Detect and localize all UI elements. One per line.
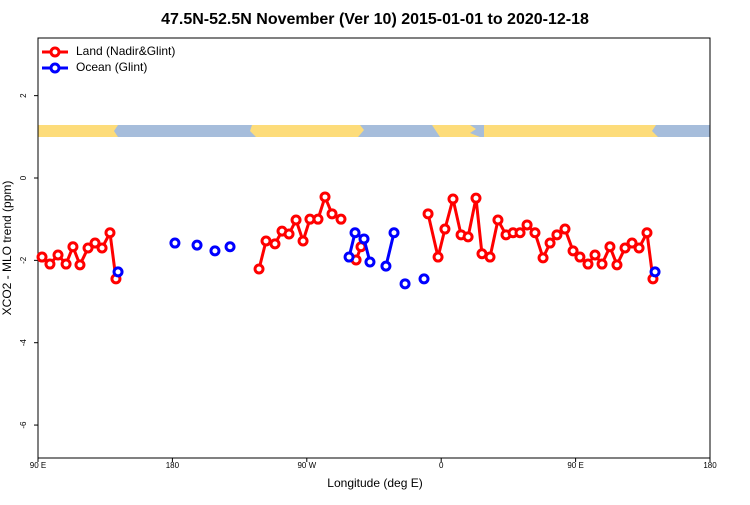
x-tick-label: 0 <box>439 461 444 470</box>
data-point <box>319 191 331 203</box>
data-point <box>514 227 526 239</box>
data-point <box>422 208 434 220</box>
data-point <box>224 241 236 253</box>
data-point <box>112 266 124 278</box>
data-point <box>349 227 361 239</box>
data-point <box>589 249 601 261</box>
data-point <box>283 228 295 240</box>
data-point <box>290 214 302 226</box>
x-tick-label: 180 <box>166 461 180 470</box>
data-point <box>388 227 400 239</box>
data-point <box>537 252 549 264</box>
data-point <box>418 273 430 285</box>
land-strip <box>484 125 658 137</box>
data-point <box>551 229 563 241</box>
x-axis-label: Longitude (deg E) <box>327 476 422 490</box>
data-point <box>649 266 661 278</box>
data-point <box>44 258 56 270</box>
land-strip <box>38 125 118 137</box>
x-tick-label: 90 E <box>30 461 46 470</box>
y-tick-label: -2 <box>19 256 28 264</box>
data-point <box>253 263 265 275</box>
data-point <box>529 227 541 239</box>
data-point <box>269 238 281 250</box>
data-point <box>82 242 94 254</box>
data-point <box>104 227 116 239</box>
data-point <box>209 245 221 257</box>
data-point <box>74 259 86 271</box>
data-point <box>67 241 79 253</box>
legend-label: Land (Nadir&Glint) <box>76 44 175 58</box>
data-point <box>604 241 616 253</box>
x-tick-label: 90 E <box>567 461 583 470</box>
legend-label: Ocean (Glint) <box>76 60 147 74</box>
data-point <box>36 251 48 263</box>
data-point <box>626 237 638 249</box>
land-mask <box>38 125 710 137</box>
data-point <box>89 237 101 249</box>
data-point <box>343 251 355 263</box>
data-point <box>596 258 608 270</box>
data-point <box>96 242 108 254</box>
data-point <box>521 219 533 231</box>
y-tick-label: 2 <box>19 93 28 98</box>
plot-frame <box>37 37 711 459</box>
data-point <box>447 193 459 205</box>
data-point <box>380 260 392 272</box>
data-point <box>169 237 181 249</box>
data-point <box>582 258 594 270</box>
chart-title: 47.5N-52.5N November (Ver 10) 2015-01-01… <box>161 11 589 28</box>
y-tick-label: 0 <box>19 175 28 180</box>
y-axis-label: XCO2 - MLO trend (ppm) <box>0 181 14 316</box>
x-tick-label: 180 <box>703 461 717 470</box>
legend-marker <box>49 46 61 58</box>
data-point <box>335 213 347 225</box>
data-point <box>641 227 653 239</box>
data-point <box>260 235 272 247</box>
data-point <box>544 237 556 249</box>
legend-marker <box>49 62 61 74</box>
y-tick-label: -4 <box>19 339 28 347</box>
data-point <box>567 245 579 257</box>
data-point <box>191 239 203 251</box>
data-point <box>399 278 411 290</box>
land-strip <box>432 125 480 137</box>
data-point <box>432 251 444 263</box>
data-point <box>60 258 72 270</box>
data-point <box>559 223 571 235</box>
data-point <box>633 242 645 254</box>
data-point <box>470 192 482 204</box>
data-point <box>312 213 324 225</box>
data-point <box>358 233 370 245</box>
data-point <box>574 251 586 263</box>
y-tick-label: -6 <box>19 421 28 429</box>
data-point <box>364 256 376 268</box>
data-point <box>297 235 309 247</box>
data-point <box>326 208 338 220</box>
data-point <box>619 242 631 254</box>
data-point <box>611 259 623 271</box>
data-point <box>52 249 64 261</box>
x-tick-label: 90 W <box>297 461 316 470</box>
data-point <box>492 214 504 226</box>
data-point <box>439 223 451 235</box>
data-point <box>484 251 496 263</box>
data-point <box>462 231 474 243</box>
land-strip <box>250 125 364 137</box>
